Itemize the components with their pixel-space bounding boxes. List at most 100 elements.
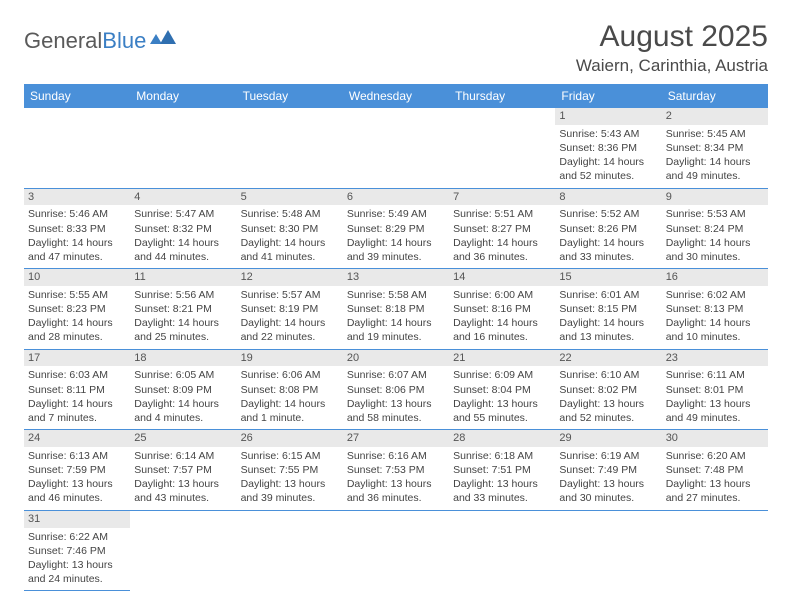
calendar-cell: 28 Sunrise: 6:18 AMSunset: 7:51 PMDayligh… xyxy=(449,430,555,511)
calendar-cell: 23Sunrise: 6:11 AMSunset: 8:01 PMDayligh… xyxy=(662,349,768,430)
calendar-cell: 24Sunrise: 6:13 AMSunset: 7:59 PMDayligh… xyxy=(24,430,130,511)
calendar-cell xyxy=(130,510,236,591)
calendar-cell xyxy=(343,108,449,188)
day-number: 13 xyxy=(343,269,449,286)
calendar-cell: 31 Sunrise: 6:22 AMSunset: 7:46 PMDayligh… xyxy=(24,510,130,591)
day-number: 21 xyxy=(449,350,555,367)
logo-text-part1: General xyxy=(24,28,102,54)
calendar-cell: 25 Sunrise: 6:14 AMSunset: 7:57 PMDayligh… xyxy=(130,430,236,511)
day-details: Sunrise: 6:07 AMSunset: 8:06 PMDaylight:… xyxy=(347,368,445,425)
day-number: 9 xyxy=(662,189,768,206)
calendar-cell: 16Sunrise: 6:02 AMSunset: 8:13 PMDayligh… xyxy=(662,269,768,350)
day-number: 23 xyxy=(662,350,768,367)
calendar-cell xyxy=(555,510,661,591)
calendar-cell: 8Sunrise: 5:52 AMSunset: 8:26 PMDaylight… xyxy=(555,188,661,269)
day-number: 3 xyxy=(24,189,130,206)
day-details: Sunrise: 5:57 AMSunset: 8:19 PMDaylight:… xyxy=(241,288,339,345)
calendar-row: 1 Sunrise: 5:43 AMSunset: 8:36 PMDaylight… xyxy=(24,108,768,188)
calendar-cell xyxy=(237,108,343,188)
day-number: 6 xyxy=(343,189,449,206)
calendar-cell: 27 Sunrise: 6:16 AMSunset: 7:53 PMDayligh… xyxy=(343,430,449,511)
calendar-cell: 19Sunrise: 6:06 AMSunset: 8:08 PMDayligh… xyxy=(237,349,343,430)
day-details: Sunrise: 5:52 AMSunset: 8:26 PMDaylight:… xyxy=(559,207,657,264)
day-details: Sunrise: 5:48 AMSunset: 8:30 PMDaylight:… xyxy=(241,207,339,264)
day-number: 30 xyxy=(662,430,768,447)
weekday-header-row: SundayMondayTuesdayWednesdayThursdayFrid… xyxy=(24,84,768,108)
calendar-cell: 22Sunrise: 6:10 AMSunset: 8:02 PMDayligh… xyxy=(555,349,661,430)
calendar-cell xyxy=(449,108,555,188)
day-details: Sunrise: 5:58 AMSunset: 8:18 PMDaylight:… xyxy=(347,288,445,345)
day-details: Sunrise: 6:15 AMSunset: 7:55 PMDaylight:… xyxy=(241,449,339,506)
logo-text-part2: Blue xyxy=(102,28,146,54)
day-details: Sunrise: 6:13 AMSunset: 7:59 PMDaylight:… xyxy=(28,449,126,506)
weekday-header: Friday xyxy=(555,84,661,108)
day-details: Sunrise: 6:09 AMSunset: 8:04 PMDaylight:… xyxy=(453,368,551,425)
weekday-header: Wednesday xyxy=(343,84,449,108)
day-number: 20 xyxy=(343,350,449,367)
calendar-cell: 15 Sunrise: 6:01 AMSunset: 8:15 PMDayligh… xyxy=(555,269,661,350)
day-number: 12 xyxy=(237,269,343,286)
calendar-row: 10Sunrise: 5:55 AMSunset: 8:23 PMDayligh… xyxy=(24,269,768,350)
day-details: Sunrise: 6:11 AMSunset: 8:01 PMDaylight:… xyxy=(666,368,764,425)
day-number: 22 xyxy=(555,350,661,367)
calendar-cell: 18Sunrise: 6:05 AMSunset: 8:09 PMDayligh… xyxy=(130,349,236,430)
weekday-header: Monday xyxy=(130,84,236,108)
day-number: 4 xyxy=(130,189,236,206)
day-number: 27 xyxy=(343,430,449,447)
day-details: Sunrise: 6:10 AMSunset: 8:02 PMDaylight:… xyxy=(559,368,657,425)
day-details: Sunrise: 5:56 AMSunset: 8:21 PMDaylight:… xyxy=(134,288,232,345)
calendar-cell: 29Sunrise: 6:19 AMSunset: 7:49 PMDayligh… xyxy=(555,430,661,511)
day-details: Sunrise: 6:03 AMSunset: 8:11 PMDaylight:… xyxy=(28,368,126,425)
calendar-cell: 1 Sunrise: 5:43 AMSunset: 8:36 PMDaylight… xyxy=(555,108,661,188)
day-details: Sunrise: 6:18 AMSunset: 7:51 PMDaylight:… xyxy=(453,449,551,506)
day-number: 7 xyxy=(449,189,555,206)
day-details: Sunrise: 5:51 AMSunset: 8:27 PMDaylight:… xyxy=(453,207,551,264)
title-block: August 2025 Waiern, Carinthia, Austria xyxy=(576,20,768,76)
day-number: 10 xyxy=(24,269,130,286)
calendar-cell xyxy=(24,108,130,188)
calendar-cell: 17Sunrise: 6:03 AMSunset: 8:11 PMDayligh… xyxy=(24,349,130,430)
calendar-table: SundayMondayTuesdayWednesdayThursdayFrid… xyxy=(24,84,768,591)
header: GeneralBlue August 2025 Waiern, Carinthi… xyxy=(24,20,768,76)
day-number: 1 xyxy=(555,108,661,125)
day-number: 25 xyxy=(130,430,236,447)
calendar-cell: 9Sunrise: 5:53 AMSunset: 8:24 PMDaylight… xyxy=(662,188,768,269)
month-title: August 2025 xyxy=(576,20,768,54)
day-details: Sunrise: 6:16 AMSunset: 7:53 PMDaylight:… xyxy=(347,449,445,506)
day-number: 28 xyxy=(449,430,555,447)
calendar-cell: 4Sunrise: 5:47 AMSunset: 8:32 PMDaylight… xyxy=(130,188,236,269)
calendar-cell: 6Sunrise: 5:49 AMSunset: 8:29 PMDaylight… xyxy=(343,188,449,269)
calendar-cell: 11Sunrise: 5:56 AMSunset: 8:21 PMDayligh… xyxy=(130,269,236,350)
day-details: Sunrise: 5:43 AMSunset: 8:36 PMDaylight:… xyxy=(559,127,657,184)
day-number: 5 xyxy=(237,189,343,206)
day-details: Sunrise: 5:47 AMSunset: 8:32 PMDaylight:… xyxy=(134,207,232,264)
day-details: Sunrise: 6:22 AMSunset: 7:46 PMDaylight:… xyxy=(28,530,126,587)
day-details: Sunrise: 6:05 AMSunset: 8:09 PMDaylight:… xyxy=(134,368,232,425)
calendar-row: 3Sunrise: 5:46 AMSunset: 8:33 PMDaylight… xyxy=(24,188,768,269)
location: Waiern, Carinthia, Austria xyxy=(576,56,768,76)
calendar-cell xyxy=(237,510,343,591)
calendar-cell: 10Sunrise: 5:55 AMSunset: 8:23 PMDayligh… xyxy=(24,269,130,350)
calendar-cell: 13 Sunrise: 5:58 AMSunset: 8:18 PMDayligh… xyxy=(343,269,449,350)
day-details: Sunrise: 6:20 AMSunset: 7:48 PMDaylight:… xyxy=(666,449,764,506)
day-details: Sunrise: 6:00 AMSunset: 8:16 PMDaylight:… xyxy=(453,288,551,345)
day-number: 17 xyxy=(24,350,130,367)
day-details: Sunrise: 6:01 AMSunset: 8:15 PMDaylight:… xyxy=(559,288,657,345)
day-number: 8 xyxy=(555,189,661,206)
calendar-row: 31 Sunrise: 6:22 AMSunset: 7:46 PMDayligh… xyxy=(24,510,768,591)
calendar-cell: 14Sunrise: 6:00 AMSunset: 8:16 PMDayligh… xyxy=(449,269,555,350)
calendar-cell: 12 Sunrise: 5:57 AMSunset: 8:19 PMDayligh… xyxy=(237,269,343,350)
calendar-cell: 5Sunrise: 5:48 AMSunset: 8:30 PMDaylight… xyxy=(237,188,343,269)
calendar-body: 1 Sunrise: 5:43 AMSunset: 8:36 PMDaylight… xyxy=(24,108,768,591)
day-details: Sunrise: 6:06 AMSunset: 8:08 PMDaylight:… xyxy=(241,368,339,425)
flag-icon xyxy=(150,28,176,54)
calendar-cell: 30 Sunrise: 6:20 AMSunset: 7:48 PMDayligh… xyxy=(662,430,768,511)
weekday-header: Sunday xyxy=(24,84,130,108)
day-number: 19 xyxy=(237,350,343,367)
day-details: Sunrise: 5:46 AMSunset: 8:33 PMDaylight:… xyxy=(28,207,126,264)
day-details: Sunrise: 6:14 AMSunset: 7:57 PMDaylight:… xyxy=(134,449,232,506)
day-number: 31 xyxy=(24,511,130,528)
day-number: 15 xyxy=(555,269,661,286)
calendar-cell xyxy=(449,510,555,591)
calendar-cell: 20Sunrise: 6:07 AMSunset: 8:06 PMDayligh… xyxy=(343,349,449,430)
